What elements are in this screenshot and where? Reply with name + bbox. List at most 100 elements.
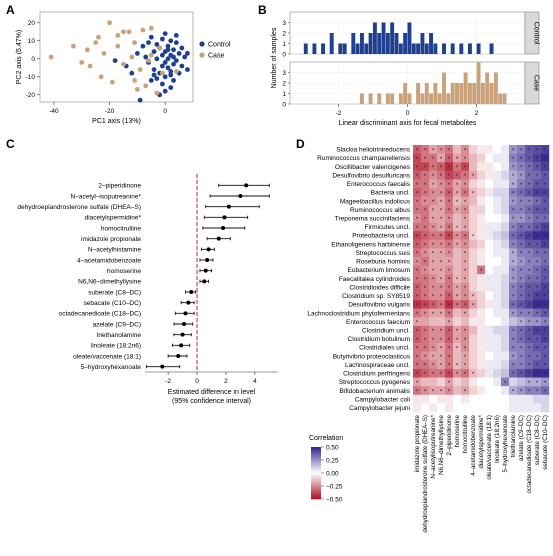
panel-d-significance-mark: * [464,234,467,240]
panel-b-bar [493,72,498,104]
panel-b-ylabel: Number of samples [271,27,278,88]
panel-d-cell [485,394,494,404]
panel-d-cell [525,265,534,275]
panel-b-ytick-label: 0 [282,101,286,108]
panel-a-point-control [171,47,176,53]
panel-b-bar [429,33,434,54]
panel-d-cell [453,153,462,163]
panel-d-significance-mark: * [464,269,467,275]
panel-d-significance-mark: * [464,252,467,258]
panel-d-cell [533,179,542,189]
panel-d-cell [493,317,502,327]
panel-d-cell [461,394,470,404]
panel-d-cell [421,248,430,258]
panel-d-cell [453,300,462,309]
panel-d-cell [445,239,454,249]
panel-d-legend-swatch [311,449,321,452]
panel-d-significance-mark: * [416,157,419,163]
panel-d-cell [501,205,510,215]
panel-d-cell [501,300,510,309]
panel-d-cell [517,308,526,318]
panel-c-estimate-point [186,300,191,305]
panel-a-point-control [162,31,168,36]
panel-d-cell [437,248,446,258]
panel-d-significance-mark: * [464,200,467,206]
panel-b-bar [424,43,429,54]
panel-d-significance-mark: * [424,200,427,206]
panel-d-cell [485,153,494,163]
panel-d-legend-swatch [311,467,321,470]
panel-d-significance-mark: * [432,226,435,232]
panel-d-cell [469,368,478,378]
panel-d-significance-mark: * [512,234,515,240]
panel-a-point-control [165,56,171,62]
panel-d-significance-mark: * [536,303,539,309]
panel-d-significance-mark: * [416,355,419,361]
panel-c-metabolite-label: triethanolamine [97,332,142,339]
panel-d-cell [421,308,430,318]
panel-b-bar [446,93,451,104]
panel-d-cell [445,248,454,258]
panel-d-significance-mark: * [440,217,443,223]
panel-d-significance-mark: * [416,209,419,215]
panel-d-significance-mark: * [424,269,427,275]
panel-d-significance-mark: * [544,321,547,327]
panel-d-row-label: Campylobacter coli [355,396,410,403]
panel-d-significance-mark: * [512,217,515,223]
panel-d-significance-mark: * [472,191,475,197]
panel-d-cell [477,291,486,301]
panel-a-ytick-label: -20 [26,92,36,99]
panel-d-cell [413,231,422,240]
panel-d-significance-mark: * [448,286,451,292]
panel-b-bar [433,43,438,54]
panel-a-point-control [168,72,174,78]
panel-d-cell [445,360,454,370]
panel-d-significance-mark: * [424,209,427,215]
panel-d-cell [541,317,550,327]
panel-d-cell [413,317,422,327]
panel-d-significance-mark: * [464,338,467,344]
panel-d-cell [517,170,526,180]
panel-d-cell [509,222,518,232]
panel-d-row-label: Campylobacter jejuni [349,405,410,412]
panel-d-significance-mark: * [512,389,515,395]
panel-a-xtick-label: -20 [105,108,115,115]
panel-a-point-control [173,40,179,45]
panel-d-cell [445,153,454,163]
panel-d-cell [493,170,502,180]
panel-d-significance-mark: * [520,234,523,240]
panel-c-estimate-point [180,332,185,337]
panel-d-cell [461,360,470,370]
panel-d-significance-mark: * [432,312,435,318]
panel-d-significance-mark: * [536,243,539,249]
panel-d-significance-mark: * [416,217,419,223]
panel-d-cell [493,325,502,335]
panel-d-cell [413,386,422,395]
panel-d-cell [421,360,430,370]
panel-b-bar [489,83,494,104]
panel-d-legend-swatch [311,473,321,476]
panel-d-significance-mark: * [528,191,531,197]
panel-a-point-case [126,29,132,35]
panel-d-cell [533,196,542,206]
panel-d-cell [493,274,502,284]
panel-d-cell [509,343,518,352]
panel-a-point-control [160,81,165,87]
panel-d-cell [485,205,494,215]
panel-d-significance-mark: * [544,183,547,189]
panel-d-significance-mark: * [448,372,451,378]
panel-d-row-label: Desulfovibrio vulgaris [348,302,411,309]
panel-d-significance-mark: * [520,286,523,292]
panel-d-cell [525,300,534,309]
panel-d-cell [429,343,438,352]
panel-d-cell [525,256,534,266]
panel-d-significance-mark: * [424,355,427,361]
panel-c-estimate-point [182,322,187,326]
panel-d-cell [437,231,446,240]
panel-d-cell [525,351,534,361]
panel-d-cell [533,403,542,413]
panel-d-significance-mark: * [432,389,435,395]
panel-d-row-label: Clostridium botulinum [348,336,411,343]
panel-d-cell [453,351,462,361]
panel-d-cell [437,308,446,318]
